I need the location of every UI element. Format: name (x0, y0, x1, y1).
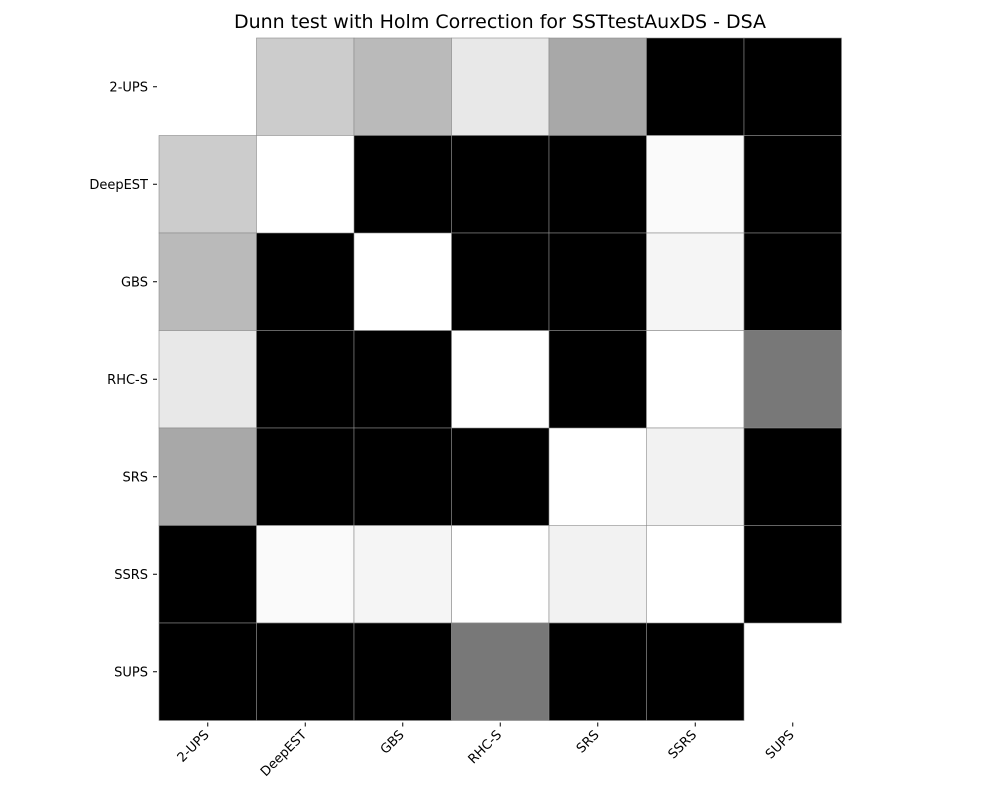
x-tick-label: SRS (574, 728, 603, 757)
heatmap-cell-GBS-RHC-S (451, 232, 550, 331)
heatmap-cell-2-UPS-SUPS (743, 37, 842, 136)
heatmap-cell-DeepEST-GBS (353, 135, 452, 234)
heatmap-cell-2-UPS-SSRS (646, 37, 745, 136)
chart-title: Dunn test with Holm Correction for SSTte… (233, 11, 767, 33)
heatmap-cell-DeepEST-SSRS (646, 135, 745, 234)
heatmap-cell-DeepEST-SRS (548, 135, 647, 234)
heatmap-cell-GBS-SRS (548, 232, 647, 331)
heatmap-cell-2-UPS-GBS (353, 37, 452, 136)
x-tick-label: 2-UPS (175, 728, 213, 766)
y-axis-ticks: 2-UPS DeepEST GBS RHC-S SRS SSRS SUPS (89, 80, 157, 680)
x-tick-label: SSRS (666, 728, 701, 763)
y-tick-label: DeepEST (89, 178, 148, 193)
y-tick-label: 2-UPS (109, 80, 148, 95)
heatmap-cell-RHC-S-SSRS (646, 330, 745, 429)
heatmap-cell-SRS-SSRS (646, 427, 745, 526)
heatmap-cell-SRS-SUPS (743, 427, 842, 526)
heatmap-cell-DeepEST-SUPS (743, 135, 842, 234)
y-tick-label: GBS (121, 275, 148, 290)
heatmap-cell-SSRS-2-UPS (158, 525, 257, 624)
y-tick-label: SRS (122, 470, 148, 485)
heatmap-cell-RHC-S-DeepEST (256, 330, 355, 429)
heatmap-cell-SRS-2-UPS (158, 427, 257, 526)
heatmap-cell-SSRS-SUPS (743, 525, 842, 624)
heatmap-cell-SRS-DeepEST (256, 427, 355, 526)
x-tick-label: GBS (378, 728, 408, 758)
heatmap-cell-SUPS-DeepEST (256, 622, 355, 721)
heatmap-cell-GBS-DeepEST (256, 232, 355, 331)
heatmap-cell-RHC-S-SUPS (743, 330, 842, 429)
x-tick-label: SUPS (763, 728, 798, 763)
heatmap-cell-SUPS-GBS (353, 622, 452, 721)
heatmap-cell-RHC-S-SRS (548, 330, 647, 429)
x-tick-label: DeepEST (258, 728, 310, 780)
y-tick-label: RHC-S (107, 373, 148, 388)
y-tick-label: SSRS (114, 568, 148, 583)
heatmap-cells (158, 37, 842, 721)
heatmap-cell-GBS-SSRS (646, 232, 745, 331)
heatmap-cell-SSRS-RHC-S (451, 525, 550, 624)
heatmap-cell-SRS-RHC-S (451, 427, 550, 526)
heatmap-cell-2-UPS-SRS (548, 37, 647, 136)
heatmap-cell-SUPS-SSRS (646, 622, 745, 721)
heatmap-cell-SSRS-DeepEST (256, 525, 355, 624)
heatmap-cell-DeepEST-2-UPS (158, 135, 257, 234)
heatmap-cell-SSRS-GBS (353, 525, 452, 624)
heatmap-cell-2-UPS-DeepEST (256, 37, 355, 136)
heatmap-cell-GBS-SUPS (743, 232, 842, 331)
heatmap-cell-RHC-S-2-UPS (158, 330, 257, 429)
heatmap-cell-SUPS-2-UPS (158, 622, 257, 721)
heatmap-cell-SRS-GBS (353, 427, 452, 526)
y-tick-label: SUPS (114, 665, 148, 680)
heatmap-cell-SUPS-SRS (548, 622, 647, 721)
x-axis-ticks: 2-UPS DeepEST GBS RHC-S SRS SSRS SUPS (175, 722, 798, 780)
heatmap-cell-RHC-S-GBS (353, 330, 452, 429)
heatmap-cell-SSRS-SRS (548, 525, 647, 624)
heatmap-cell-SUPS-RHC-S (451, 622, 550, 721)
heatmap-cell-DeepEST-RHC-S (451, 135, 550, 234)
x-tick-label: RHC-S (466, 728, 505, 767)
heatmap-cell-GBS-2-UPS (158, 232, 257, 331)
heatmap-cell-2-UPS-RHC-S (451, 37, 550, 136)
